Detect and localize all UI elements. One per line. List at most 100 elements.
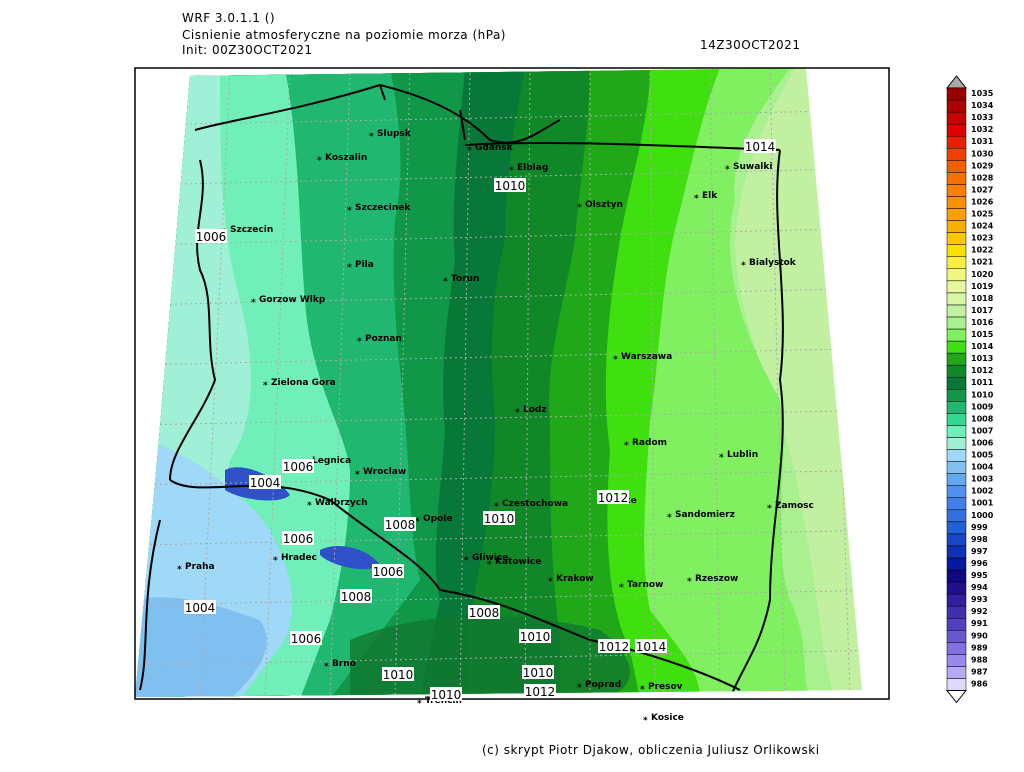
colorbar-label: 995 [971,571,988,580]
contour-label-bg [430,687,462,701]
city-marker: * [687,577,692,587]
city-label: Gorzow Wlkp [259,295,326,305]
city-marker: * [369,132,374,142]
city-marker: * [624,441,629,451]
colorbar-label: 1030 [971,149,994,158]
colorbar-swatch [946,352,967,366]
contour-label: 1010 [495,179,526,193]
city-label: Pila [355,260,374,270]
city-marker: * [324,662,329,672]
colorbar-swatch [946,160,967,173]
contour-label-bg [468,605,500,619]
city-label: Torun [451,274,479,284]
city-marker: * [613,355,618,365]
colorbar-swatch [946,521,967,535]
colorbar-label: 1027 [971,185,993,194]
colorbar-label: 1029 [971,161,994,170]
colorbar-label: 986 [971,679,988,688]
colorbar-label: 988 [971,655,988,664]
contour-label-bg [282,531,314,545]
city-label: Walbrzych [315,498,368,508]
contour-label: 1012 [598,491,629,505]
colorbar-label: 1022 [971,246,993,255]
colorbar-label: 1025 [971,210,994,219]
city-marker: * [443,277,448,287]
city-marker: * [415,517,420,527]
colorbar-label: 1024 [971,222,994,231]
city-label: Opole [423,514,452,524]
colorbar-label: 1031 [971,137,994,146]
contour-label-bg [598,639,630,653]
city-label: Szczecinek [355,203,411,213]
colorbar-label: 1019 [971,282,994,291]
colorbar-swatch [946,413,967,426]
colorbar-label: 1009 [971,402,994,411]
contour-label-bg [483,511,515,525]
contour-label-bg [184,600,216,614]
valid-time: 14Z30OCT2021 [700,38,800,52]
city-label: Elblag [517,163,548,173]
model-label: WRF 3.0.1.1 () [182,11,275,25]
city-marker: * [741,261,746,271]
colorbar-label: 998 [971,535,988,544]
colorbar-swatch [946,437,967,450]
colorbar-label: 999 [971,523,988,532]
city-label: Suwalki [733,162,772,172]
contour-label: 1008 [469,606,500,620]
colorbar-swatch [946,605,967,619]
contour-label: 1014 [636,640,667,654]
colorbar-label: 1035 [971,89,994,98]
colorbar-swatch [946,389,967,402]
colorbar-arrow-top [945,75,968,89]
colorbar-label: 1002 [971,487,993,496]
city-marker: * [467,146,472,156]
colorbar-swatch [946,184,967,197]
city-marker: * [548,577,553,587]
city-marker: * [487,560,492,570]
colorbar-label: 1007 [971,426,993,435]
city-label: Warszawa [621,352,672,362]
colorbar-label: 1012 [971,366,993,375]
colorbar-swatch [946,208,967,221]
city-marker: * [577,683,582,693]
colorbar-label: 1023 [971,234,993,243]
city-label: Poprad [585,680,621,690]
colorbar-label: 1003 [971,475,993,484]
city-label: Gliwice [472,553,508,563]
colorbar-swatch [946,401,967,414]
colorbar-swatch [946,461,967,474]
colorbar-swatch [946,569,967,583]
colorbar-swatch [946,99,967,113]
contour-label-bg [597,490,629,504]
contour-label-bg [372,564,404,578]
city-label: Legnica [312,456,351,466]
colorbar-swatch [946,280,967,294]
colorbar-swatch [946,485,967,498]
colorbar-swatch [946,135,967,149]
city-marker: * [577,203,582,213]
colorbar-label: 1015 [971,330,994,339]
contour-label-bg [282,459,314,473]
city-label: Szczecin [230,225,273,235]
contour-label: 1008 [341,590,372,604]
contour-label: 1010 [383,668,414,682]
colorbar-swatch [946,617,967,631]
city-layer: * Slupsk* Koszalin* Gdansk* Elblag * Suwalki* S… [177,129,814,726]
colorbar-label: 990 [971,631,988,640]
city-label: Sandomierz [675,510,735,520]
colorbar-label: 1016 [971,318,994,327]
colorbar-label: 1026 [971,197,994,206]
city-label: Rzeszow [695,574,738,584]
colorbar-swatch [946,497,967,511]
colorbar-label: 996 [971,559,988,568]
contour-label: 1012 [599,640,630,654]
contour-label: 1006 [291,632,322,646]
colorbar-label: 991 [971,619,988,628]
contour-label: 1006 [283,460,314,474]
colorbar-swatch [946,244,967,257]
contour-label-bg [195,229,227,243]
city-label: Kosice [651,713,684,723]
contour-label-bg [522,665,554,679]
city-label: Krakow [556,574,594,584]
city-label: Radom [632,438,667,448]
